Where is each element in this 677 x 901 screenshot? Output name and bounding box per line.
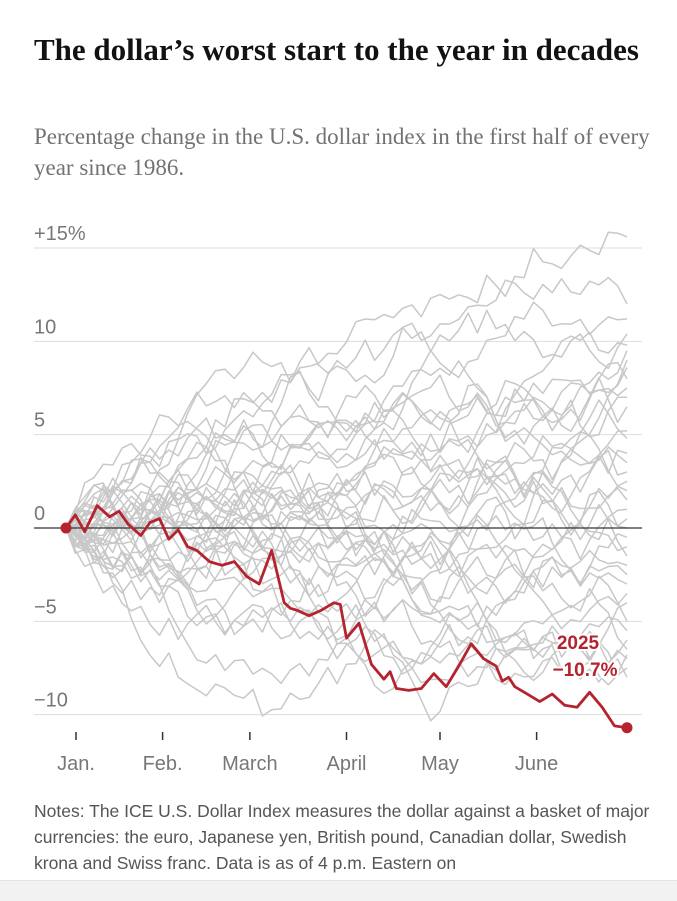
bottom-fade [0, 880, 677, 901]
historical-year-line [65, 361, 628, 529]
historical-year-line [65, 350, 628, 531]
y-tick-label: +15% [34, 223, 86, 245]
highlight-value-label: −10.7% [553, 660, 618, 681]
y-tick-label: −5 [34, 596, 57, 618]
chart-subtitle: Percentage change in the U.S. dollar ind… [34, 124, 650, 180]
historical-year-line [65, 399, 628, 545]
y-tick-label: −10 [34, 690, 68, 712]
x-tick-label: June [515, 753, 558, 775]
historical-year-line [65, 527, 628, 717]
historical-year-line [65, 360, 628, 542]
historical-year-line [65, 276, 628, 529]
historical-year-line [65, 475, 628, 576]
historical-year-line [65, 484, 628, 630]
x-tick-label: March [222, 753, 278, 775]
historical-year-line [65, 231, 628, 543]
chart-title: The dollar’s worst start to the year in … [34, 32, 639, 67]
historical-year-line [65, 527, 628, 695]
historical-year-line [65, 370, 628, 529]
historical-year-line [65, 519, 628, 675]
historical-series [65, 231, 628, 722]
historical-year-line [65, 503, 628, 581]
y-axis-labels: +15% 10 5 0 −5 −10 [34, 223, 86, 712]
highlight-start-dot [60, 522, 72, 534]
x-tick-label: April [326, 753, 366, 775]
historical-year-line [65, 301, 628, 535]
gridlines [34, 247, 642, 716]
highlight-end-dot [621, 722, 633, 734]
x-axis: Jan. Feb. March April May June [57, 732, 558, 775]
y-tick-label: 5 [34, 410, 45, 432]
highlight-line-2025 [64, 504, 628, 730]
x-tick-label: Jan. [57, 753, 95, 775]
historical-year-line [65, 527, 628, 622]
y-tick-label: 10 [34, 316, 56, 338]
chart-notes: Notes: The ICE U.S. Dollar Index measure… [34, 801, 650, 873]
y-tick-label: 0 [34, 503, 45, 525]
historical-year-line [65, 471, 628, 625]
historical-year-line [65, 446, 628, 580]
highlight-year-label: 2025 [557, 633, 600, 654]
highlight-annotation: 2025 −10.7% [551, 631, 620, 683]
x-tick-label: May [421, 753, 459, 775]
x-tick-label: Feb. [143, 753, 183, 775]
historical-year-line [65, 527, 628, 682]
historical-year-line [65, 384, 628, 548]
historical-year-line [65, 367, 628, 561]
historical-year-line [65, 309, 628, 573]
historical-year-line [65, 489, 628, 686]
historical-year-line [65, 359, 628, 562]
highlight-series [60, 504, 633, 734]
historical-year-line [65, 487, 628, 628]
